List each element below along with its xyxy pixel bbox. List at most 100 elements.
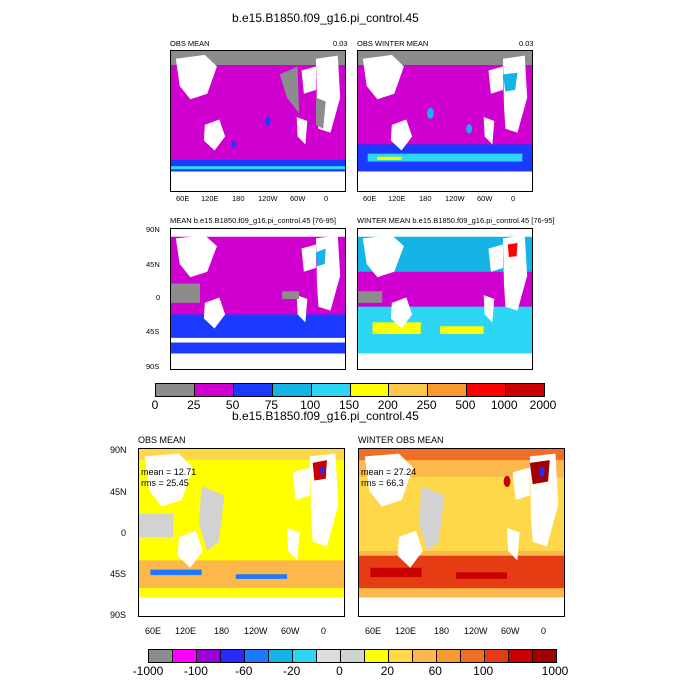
cbar2-swatch xyxy=(293,650,317,662)
cbar2-swatch xyxy=(533,650,556,662)
cbar1-swatch xyxy=(428,384,468,396)
panel1-title: OBS MEAN xyxy=(170,39,210,48)
map-model-winter-mean-svg xyxy=(358,229,532,369)
fig1b-lon-120e: 120E xyxy=(388,194,406,203)
cbar1-label: 200 xyxy=(377,398,398,412)
map-diff-winter-obs-mean xyxy=(358,448,565,617)
cbar1-swatch xyxy=(506,384,545,396)
fig2b-lon-180: 180 xyxy=(434,626,450,636)
cbar2-swatch xyxy=(413,650,437,662)
cbar2-swatch xyxy=(461,650,485,662)
cbar2-swatch xyxy=(509,650,533,662)
map-obs-mean xyxy=(170,50,346,192)
cbar1-swatch xyxy=(467,384,507,396)
map-diff-obs-mean-svg xyxy=(139,449,344,616)
fig1b-lon-0: 0 xyxy=(511,194,516,203)
map-model-mean-svg xyxy=(171,229,345,369)
cbar1-label: 2000 xyxy=(529,398,557,412)
cbar2-label: 100 xyxy=(473,664,494,678)
cbar1-swatch xyxy=(350,384,390,396)
panel2-title: OBS WINTER MEAN xyxy=(357,39,429,48)
cbar2-label: -1000 xyxy=(132,664,164,678)
cbar1-label: 50 xyxy=(225,398,240,412)
cbar2-swatch xyxy=(485,650,509,662)
fig1a-lon-120w: 120W xyxy=(258,194,278,203)
cbar2-swatch xyxy=(437,650,461,662)
cbar1-label: 150 xyxy=(338,398,360,412)
cbar2-swatch xyxy=(341,650,365,662)
panel5-title: OBS MEAN xyxy=(138,435,186,445)
panel2-scale: 0.03 xyxy=(519,39,534,48)
cbar1-label: 1000 xyxy=(490,398,518,412)
map-diff-obs-mean xyxy=(138,448,345,617)
panel6-mean: mean = 27.24 xyxy=(361,467,417,477)
cbar2-label: -20 xyxy=(282,664,301,678)
map-model-winter-mean xyxy=(357,228,533,370)
fig2b-lon-60e: 60E xyxy=(365,626,382,636)
fig1-lat-90s: 90S xyxy=(146,362,160,371)
cbar1-label: 250 xyxy=(416,398,437,412)
fig2b-lon-120e: 120E xyxy=(395,626,417,636)
fig1-lat-45s: 45S xyxy=(146,327,160,336)
cbar2-swatch xyxy=(197,650,221,662)
cbar2-swatch xyxy=(173,650,197,662)
map-model-mean xyxy=(170,228,346,370)
panel5-mean: mean = 12.71 xyxy=(141,467,197,477)
fig2-lat-90n: 90N xyxy=(110,445,127,455)
fig2-colorbar xyxy=(148,649,557,663)
panel3-title: MEAN b.e15.B1850.f09_g16.pi_control.45 [… xyxy=(170,216,336,225)
cbar1-label: 0 xyxy=(151,398,159,412)
cbar1-swatch xyxy=(156,384,195,396)
fig2a-lon-180: 180 xyxy=(214,626,230,636)
cbar1-swatch xyxy=(194,384,234,396)
figure1-title: b.e15.B1850.f09_g16.pi_control.45 xyxy=(232,11,419,25)
fig2b-lon-0: 0 xyxy=(541,626,547,636)
fig1a-lon-0: 0 xyxy=(324,194,329,203)
fig2b-lon-120w: 120W xyxy=(464,626,488,636)
cbar1-swatch xyxy=(311,384,351,396)
cbar2-label: 60 xyxy=(428,664,442,678)
fig2-lat-45n: 45N xyxy=(110,487,127,497)
cbar2-label: 20 xyxy=(380,664,395,678)
fig2-lat-45s: 45S xyxy=(110,569,127,579)
fig1-lat-0: 0 xyxy=(156,293,161,302)
cbar2-swatch xyxy=(245,650,269,662)
fig1-lat-45n: 45N xyxy=(146,260,160,269)
cbar2-label: 1000 xyxy=(541,664,569,678)
panel1-scale: 0.03 xyxy=(333,39,348,48)
fig1-colorbar xyxy=(155,383,545,397)
cbar2-swatch xyxy=(269,650,293,662)
panel5-rms: rms = 25.45 xyxy=(141,478,189,488)
cbar2-swatch xyxy=(221,650,245,662)
panel6-title: WINTER OBS MEAN xyxy=(358,435,444,445)
cbar1-label: 100 xyxy=(300,398,321,412)
fig1b-lon-60w: 60W xyxy=(477,194,493,203)
fig1-lat-90n: 90N xyxy=(146,225,160,234)
panel6-rms: rms = 66.3 xyxy=(361,478,404,488)
fig2a-lon-60w: 60W xyxy=(281,626,300,636)
cbar2-swatch xyxy=(317,650,341,662)
cbar1-label: 75 xyxy=(264,398,279,412)
fig1b-lon-60e: 60E xyxy=(363,194,377,203)
fig2a-lon-0: 0 xyxy=(321,626,327,636)
cbar1-label: 25 xyxy=(187,398,201,412)
fig2-lat-0: 0 xyxy=(121,528,127,538)
fig1b-lon-180: 180 xyxy=(419,194,432,203)
cbar2-swatch xyxy=(389,650,413,662)
fig1a-lon-60w: 60W xyxy=(290,194,306,203)
cbar1-swatch xyxy=(233,384,273,396)
fig2b-lon-60w: 60W xyxy=(501,626,520,636)
panel4-title: WINTER MEAN b.e15.B1850.f09_g16.pi_contr… xyxy=(357,216,555,225)
map-obs-winter-mean-svg xyxy=(358,51,532,191)
cbar2-swatch xyxy=(149,650,173,662)
figure2-title: b.e15.B1850.f09_g16.pi_control.45 xyxy=(232,409,419,423)
cbar2-label: -60 xyxy=(235,664,253,678)
fig1b-lon-120w: 120W xyxy=(445,194,465,203)
cbar2-label: 0 xyxy=(336,664,343,678)
map-obs-mean-svg xyxy=(171,51,345,191)
cbar2-swatch xyxy=(365,650,389,662)
fig1a-lon-120e: 120E xyxy=(201,194,219,203)
fig1a-lon-60e: 60E xyxy=(176,194,190,203)
fig2a-lon-120w: 120W xyxy=(244,626,268,636)
cbar1-swatch xyxy=(389,384,429,396)
